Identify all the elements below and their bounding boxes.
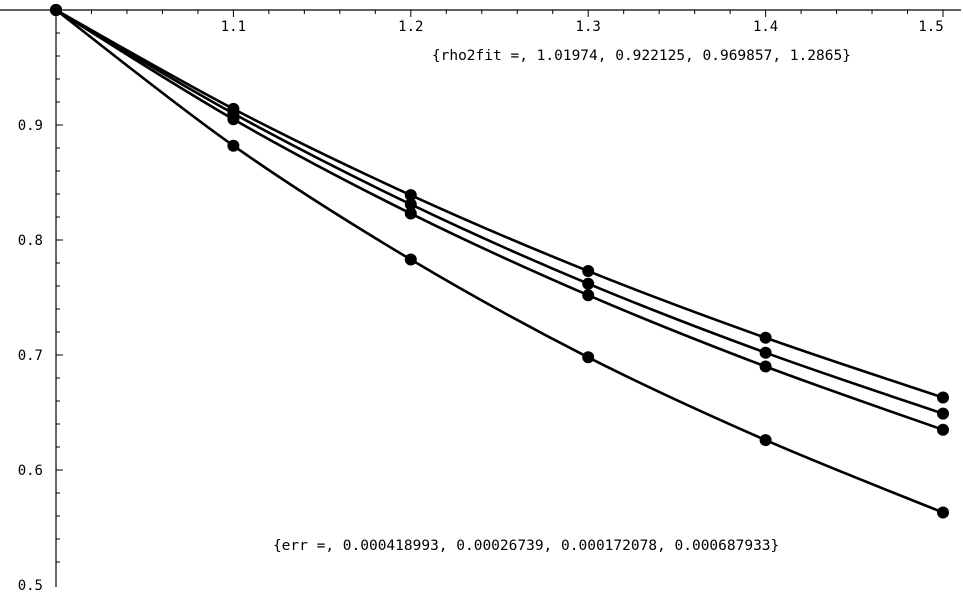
data-point <box>582 351 595 364</box>
x-tick-label: 1.1 <box>221 19 246 35</box>
y-tick-label: 0.5 <box>18 578 43 594</box>
y-tick-label: 0.7 <box>18 348 43 364</box>
y-tick-label: 0.8 <box>18 233 43 249</box>
err-annotation: {err =, 0.000418993, 0.00026739, 0.00017… <box>273 538 779 554</box>
data-point <box>404 253 417 266</box>
annotation-layer: {rho2fit =, 1.01974, 0.922125, 0.969857,… <box>273 48 851 554</box>
data-point <box>404 207 417 220</box>
data-point <box>404 198 417 211</box>
data-point <box>404 189 417 202</box>
x-tick-label: 1.3 <box>576 19 601 35</box>
data-point <box>937 423 949 436</box>
y-tick-label: 0.9 <box>18 118 43 134</box>
series-line <box>55 8 944 399</box>
data-point <box>227 139 240 152</box>
data-point <box>582 277 595 290</box>
data-point <box>759 434 772 447</box>
data-point <box>582 265 595 278</box>
x-tick-label: 1.2 <box>398 19 423 35</box>
y-tick-label: 0.6 <box>18 463 43 479</box>
series-line <box>55 8 944 415</box>
data-point <box>937 506 949 519</box>
x-tick-label: 1.4 <box>753 19 778 35</box>
rho2fit-annotation: {rho2fit =, 1.01974, 0.922125, 0.969857,… <box>432 48 851 64</box>
data-point <box>759 346 772 359</box>
series-line <box>55 8 944 431</box>
series-2 <box>50 4 949 420</box>
data-point <box>937 407 949 420</box>
data-point <box>582 289 595 302</box>
data-point <box>227 113 240 126</box>
data-point <box>937 391 949 404</box>
x-tick-label: 1.5 <box>918 19 943 35</box>
data-point <box>759 331 772 344</box>
series-4 <box>50 4 949 519</box>
data-point <box>50 4 62 16</box>
series-layer <box>50 4 949 519</box>
series-line <box>55 8 944 514</box>
axes: 1.1 1.2 1.3 1.4 1.5 0.5 0.6 0.7 0.8 0.9 <box>0 9 961 594</box>
data-point <box>759 360 772 373</box>
series-1 <box>50 4 949 404</box>
